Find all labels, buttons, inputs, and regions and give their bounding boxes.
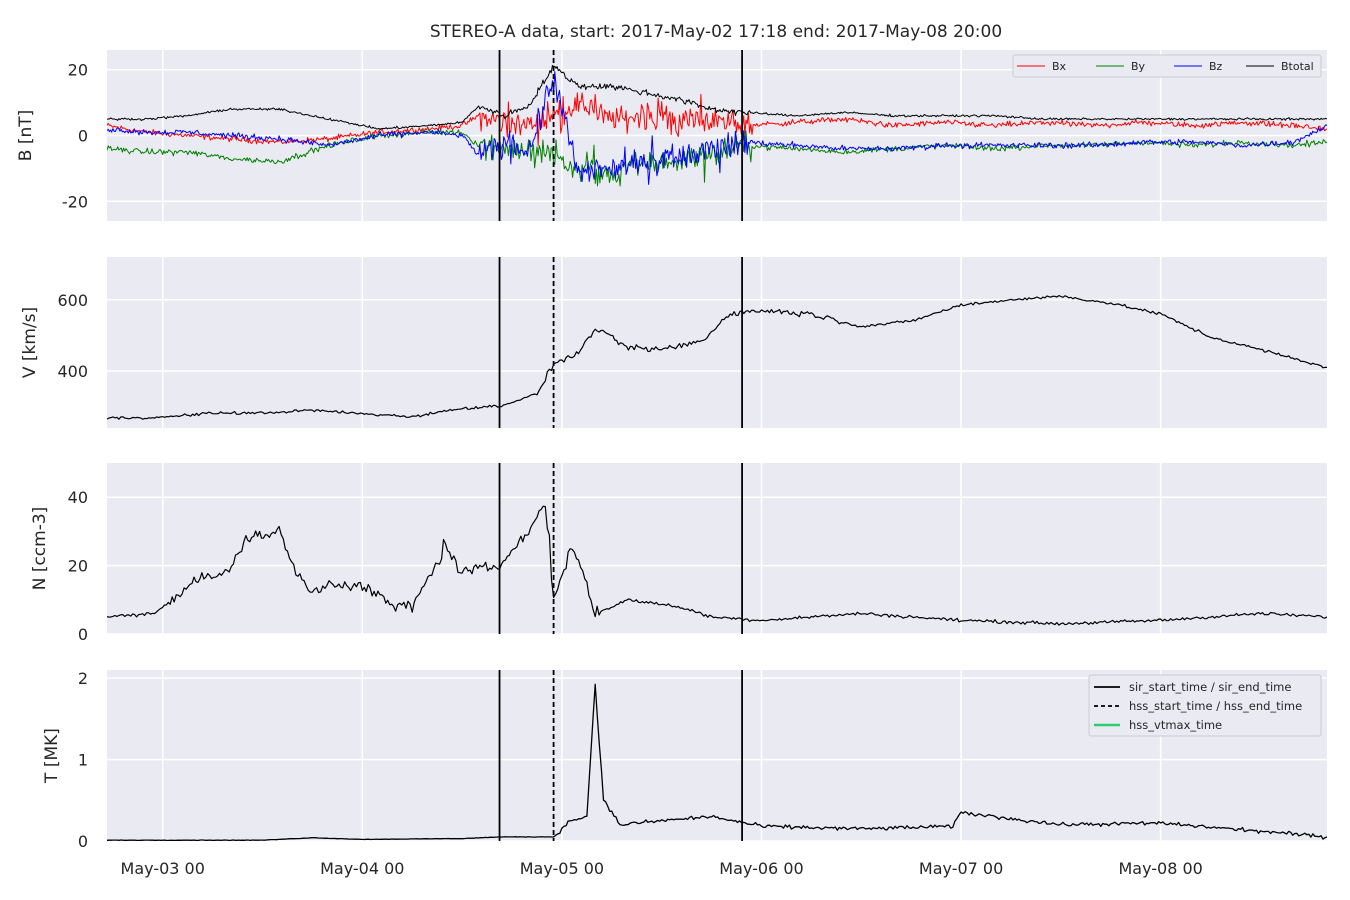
x-tick-labels: May-03 00 May-04 00 May-05 00 May-06 00 May-…: [121, 859, 1203, 878]
y-tick-label: 0: [78, 127, 88, 146]
series-line-N: [107, 505, 1327, 626]
panel-background: [107, 463, 1327, 634]
legend-events: sir_start_time / sir_end_time hss_start_t…: [1088, 674, 1322, 737]
series-group: [107, 683, 1327, 841]
series-line-Bz: [107, 71, 1327, 185]
legend-label: hss_start_time / hss_end_time: [1129, 699, 1302, 713]
panel-T: 0 1 2 T [MK] sir_start_time / sir_end_timehs…: [42, 669, 1327, 851]
series-group: [107, 505, 1327, 626]
x-tick-label: May-08 00: [1118, 859, 1202, 878]
panel-background: [107, 257, 1327, 428]
y-axis-label: V [km/s]: [20, 307, 40, 378]
series-group: [107, 295, 1327, 420]
series-line-Btotal: [107, 65, 1327, 130]
series-line-By: [107, 128, 1327, 187]
y-tick-label: 400: [57, 362, 88, 381]
y-tick-label: 1: [78, 751, 88, 770]
x-tick-label: May-06 00: [719, 859, 803, 878]
y-tick-label: 40: [68, 488, 88, 507]
y-tick-label: 20: [68, 61, 88, 80]
x-tick-label: May-04 00: [320, 859, 404, 878]
y-tick-label: 0: [78, 832, 88, 851]
y-axis-label: T [MK]: [42, 728, 62, 784]
y-tick-label: 0: [78, 625, 88, 644]
legend-label: hss_vtmax_time: [1129, 718, 1222, 732]
legend-b: Bx By Bz Btotal: [1012, 54, 1322, 78]
series-line-Bx: [107, 92, 1327, 146]
y-tick-label: 20: [68, 557, 88, 576]
y-tick-label: 2: [78, 669, 88, 688]
legend-label: Btotal: [1281, 60, 1314, 73]
x-tick-label: May-05 00: [520, 859, 604, 878]
legend-frame: [1088, 674, 1322, 737]
legend-label: sir_start_time / sir_end_time: [1129, 680, 1291, 694]
x-tick-label: May-07 00: [919, 859, 1003, 878]
y-tick-label: -20: [62, 192, 88, 211]
series-line-V: [107, 295, 1327, 420]
y-axis-label: N [ccm-3]: [30, 507, 50, 591]
series-group: [107, 65, 1327, 187]
legend-label: Bx: [1052, 60, 1067, 73]
panel-N: 0 20 40 N [ccm-3]: [30, 463, 1327, 644]
y-tick-label: 600: [57, 291, 88, 310]
panel-V: 400 600 V [km/s]: [20, 257, 1327, 428]
chart-title: STEREO-A data, start: 2017-May-02 17:18 …: [430, 22, 1002, 42]
panel-B: -20 0 20 B [nT] Bx By Bz Btotal: [16, 50, 1327, 221]
x-tick-label: May-03 00: [121, 859, 205, 878]
y-axis-label: B [nT]: [16, 110, 36, 162]
legend-frame: [1012, 54, 1322, 78]
legend-label: By: [1131, 60, 1146, 73]
series-line-T: [107, 683, 1327, 841]
legend-label: Bz: [1209, 60, 1223, 73]
